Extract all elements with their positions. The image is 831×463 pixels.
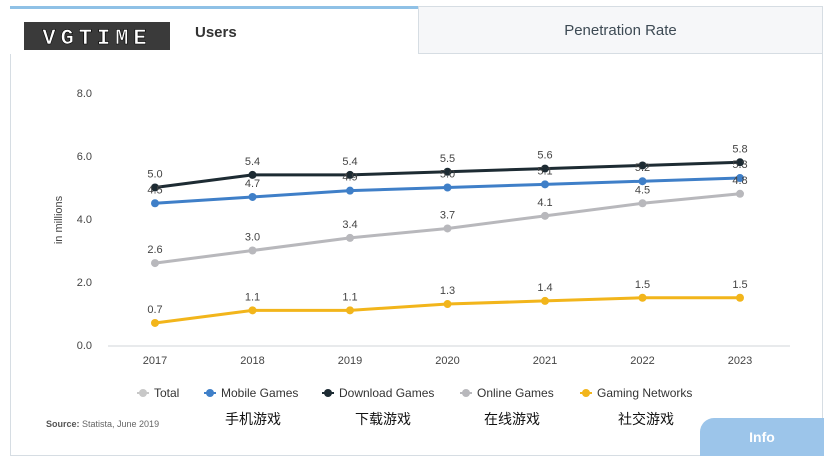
data-point-online-games: [541, 211, 549, 220]
data-label-mobile-games: 4.9: [342, 172, 357, 184]
data-label-gaming-networks: 1.3: [440, 285, 455, 297]
data-label-gaming-networks: 0.7: [147, 304, 162, 316]
legend-label-download-games: Download Games: [339, 386, 434, 400]
data-point-mobile-games: [151, 199, 159, 208]
data-label-mobile-games: 5.3: [732, 159, 747, 171]
x-tick-label: 2023: [728, 355, 752, 367]
data-point-download-games: [736, 158, 744, 167]
x-tick-label: 2017: [143, 355, 167, 367]
data-point-download-games: [638, 161, 647, 170]
data-point-online-games: [736, 189, 744, 198]
cn-label-social: 社交游戏: [618, 412, 674, 428]
x-tick-label: 2021: [533, 355, 557, 367]
data-label-gaming-networks: 1.1: [342, 291, 357, 303]
data-label-gaming-networks: 1.5: [635, 279, 650, 291]
legend-label-gaming-networks: Gaming Networks: [597, 386, 692, 400]
data-point-online-games: [443, 224, 452, 233]
data-point-download-games: [151, 183, 159, 192]
data-label-mobile-games: 4.7: [245, 178, 260, 190]
x-tick-label: 2022: [630, 355, 654, 367]
y-tick-label: 6.0: [77, 151, 92, 163]
data-label-online-games: 3.0: [245, 232, 260, 244]
data-point-online-games: [346, 233, 354, 242]
data-point-mobile-games: [541, 180, 549, 189]
data-label-download-games: 5.4: [342, 156, 357, 168]
vgtime-logo: VGTIME: [24, 20, 172, 57]
data-label-online-games: 4.5: [635, 184, 650, 196]
data-point-gaming-networks: [736, 293, 744, 302]
y-tick-label: 8.0: [77, 88, 92, 100]
data-point-download-games: [541, 164, 549, 173]
source-note: Source: Statista, June 2019: [46, 419, 159, 429]
data-point-gaming-networks: [151, 318, 159, 327]
data-point-mobile-games: [638, 177, 647, 186]
data-point-online-games: [248, 246, 257, 255]
data-point-gaming-networks: [346, 306, 354, 315]
x-tick-label: 2018: [240, 355, 264, 367]
legend-label-online-games: Online Games: [477, 386, 554, 400]
x-tick-label: 2019: [338, 355, 362, 367]
y-tick-label: 4.0: [77, 214, 92, 226]
legend-label-total: Total: [154, 386, 179, 400]
x-tick-label: 2020: [435, 355, 459, 367]
data-label-online-games: 2.6: [147, 244, 162, 256]
source-label: Source:: [46, 419, 80, 429]
tab-penetration-rate[interactable]: Penetration Rate: [418, 6, 823, 54]
info-button[interactable]: Info: [700, 418, 824, 456]
cn-label-online: 在线游戏: [484, 412, 540, 428]
legend-marker-total: [139, 389, 147, 397]
data-label-download-games: 5.6: [537, 150, 552, 162]
data-label-download-games: 5.8: [732, 143, 747, 155]
data-point-mobile-games: [736, 174, 744, 183]
tab-penetration-rate-label: Penetration Rate: [564, 21, 677, 39]
y-axis-title: in millions: [53, 195, 65, 244]
data-label-online-games: 3.4: [342, 219, 357, 231]
data-label-mobile-games: 5.2: [635, 162, 650, 174]
legend-marker-mobile-games: [206, 389, 214, 397]
data-point-mobile-games: [248, 192, 257, 201]
legend-marker-gaming-networks: [582, 389, 590, 397]
data-label-online-games: 4.1: [537, 197, 552, 209]
data-label-gaming-networks: 1.5: [732, 279, 747, 291]
data-label-mobile-games: 4.5: [147, 184, 162, 196]
data-point-online-games: [638, 199, 647, 208]
data-point-download-games: [443, 167, 452, 176]
data-point-mobile-games: [443, 183, 452, 192]
y-tick-label: 2.0: [77, 277, 92, 289]
data-point-online-games: [151, 259, 159, 268]
data-point-download-games: [346, 170, 354, 179]
data-point-gaming-networks: [443, 300, 452, 309]
legend-marker-online-games: [462, 389, 470, 397]
cn-label-download: 下载游戏: [355, 412, 411, 428]
data-label-download-games: 5.4: [245, 156, 260, 168]
data-label-online-games: 3.7: [440, 209, 455, 221]
data-label-mobile-games: 5.0: [440, 169, 455, 181]
data-point-gaming-networks: [248, 306, 257, 315]
data-label-online-games: 4.8: [732, 175, 747, 187]
tab-users-label: Users: [195, 24, 237, 41]
data-point-mobile-games: [346, 186, 354, 195]
data-point-gaming-networks: [541, 296, 549, 305]
legend-label-mobile-games: Mobile Games: [221, 386, 298, 400]
y-tick-label: 0.0: [77, 340, 92, 352]
logo-lettering: VGTIME: [42, 26, 151, 51]
data-label-mobile-games: 5.1: [537, 165, 552, 177]
source-text: Statista, June 2019: [79, 419, 160, 429]
cn-label-mobile: 手机游戏: [225, 412, 281, 428]
data-label-gaming-networks: 1.4: [537, 282, 552, 294]
legend-marker-download-games: [324, 389, 332, 397]
data-point-gaming-networks: [638, 293, 647, 302]
data-point-download-games: [248, 170, 257, 179]
data-label-gaming-networks: 1.1: [245, 291, 260, 303]
data-label-download-games: 5.5: [440, 153, 455, 165]
data-label-download-games: 5.0: [147, 169, 162, 181]
